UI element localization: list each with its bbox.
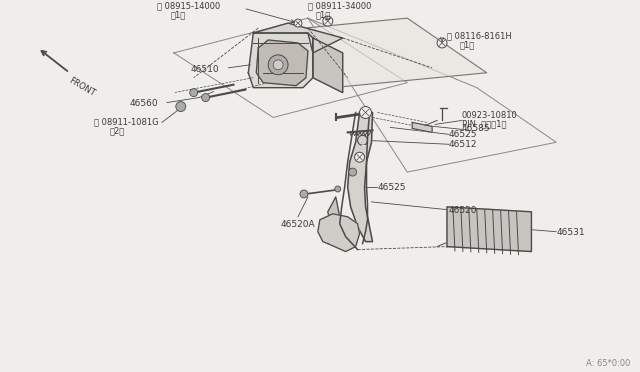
Text: 46512: 46512 [449,140,477,149]
Text: 46525: 46525 [378,183,406,192]
Circle shape [189,89,198,97]
Polygon shape [318,214,360,251]
Circle shape [294,19,302,27]
Circle shape [437,38,447,48]
Text: 46520A: 46520A [280,220,315,229]
Polygon shape [412,122,432,132]
Polygon shape [313,38,342,93]
Text: 46585: 46585 [462,124,490,134]
Text: 46525: 46525 [449,130,477,140]
Text: （2）: （2） [109,126,125,135]
Circle shape [349,168,356,176]
Text: （1）: （1） [171,10,186,19]
Polygon shape [256,40,308,86]
Text: （1）: （1） [460,40,475,49]
Text: A: 65*0:00: A: 65*0:00 [586,359,630,368]
Circle shape [176,102,186,112]
Text: PIN  ビン（1）: PIN ビン（1） [462,119,506,128]
Circle shape [335,186,340,192]
Text: 46510: 46510 [191,65,220,74]
Polygon shape [253,23,342,53]
Circle shape [360,106,371,118]
Polygon shape [348,112,372,242]
Circle shape [323,16,333,26]
Text: ⓝ 08915-14000: ⓝ 08915-14000 [157,1,220,10]
Circle shape [300,190,308,198]
Text: （1）: （1） [316,10,331,19]
Circle shape [355,152,365,162]
Polygon shape [328,197,342,237]
Text: 00923-10810: 00923-10810 [462,110,518,119]
Polygon shape [447,207,531,251]
Text: FRONT: FRONT [68,76,97,98]
Text: ⓝ 08911-1081G: ⓝ 08911-1081G [94,118,159,126]
Text: Ⓑ 08116-8161H: Ⓑ 08116-8161H [447,31,512,40]
Circle shape [202,94,209,102]
Text: 46531: 46531 [556,228,585,237]
Polygon shape [248,33,313,88]
Text: ⓝ 08911-34000: ⓝ 08911-34000 [308,1,371,10]
Circle shape [268,55,288,75]
Polygon shape [253,18,487,88]
Text: 46520: 46520 [449,206,477,215]
Circle shape [273,60,283,70]
Text: 46560: 46560 [129,99,157,108]
